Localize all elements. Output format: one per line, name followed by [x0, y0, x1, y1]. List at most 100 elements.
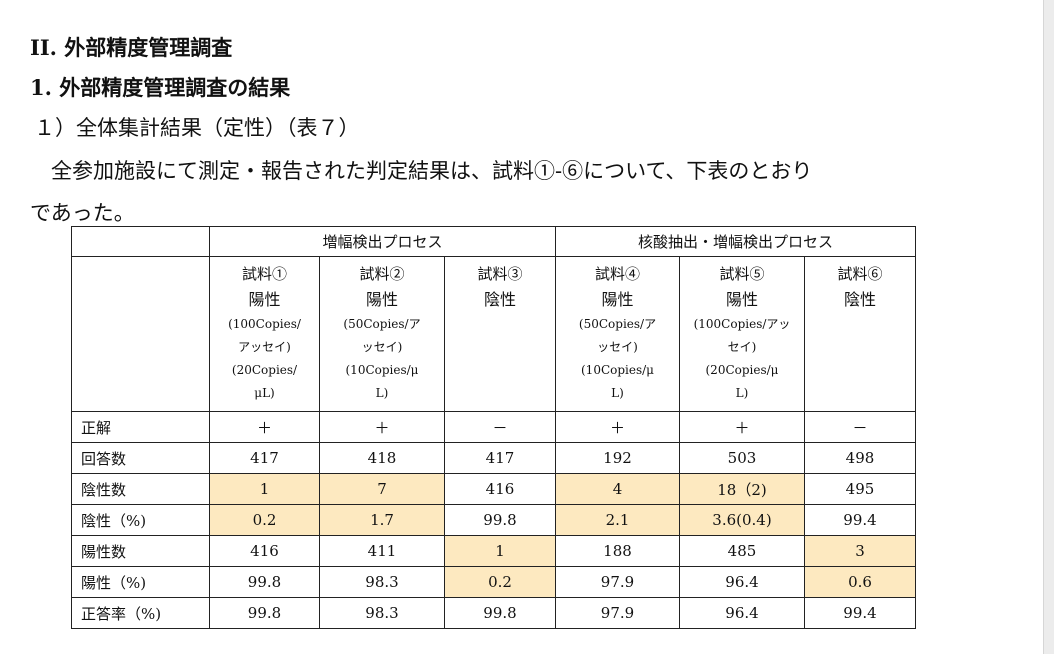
- sample-header-corner: [71, 256, 210, 412]
- table-cell: ＋: [209, 411, 320, 443]
- table-cell: 416: [444, 473, 556, 505]
- sample-note: (50Copies/ア: [578, 317, 657, 331]
- sample-header-5: 試料⑤ 陽性 (100Copies/アッ セイ) (20Copies/μ L): [679, 256, 805, 412]
- row-label: 陽性数: [71, 535, 210, 567]
- sample-name: 試料①: [241, 265, 287, 283]
- table-cell: 1: [444, 535, 556, 567]
- row-label: 陽性（%): [71, 566, 210, 598]
- table-row: 陽性数 416 411 1 188 485 3: [71, 535, 916, 567]
- table-row: 陽性（%) 99.8 98.3 0.2 97.9 96.4 0.6: [71, 566, 916, 598]
- sample-note: セイ): [727, 340, 757, 354]
- table-cell: 416: [209, 535, 320, 567]
- table-cell: 1.7: [319, 504, 445, 536]
- sample-name: 試料③: [477, 265, 523, 283]
- sample-header-4: 試料④ 陽性 (50Copies/ア ッセイ) (10Copies/μ L): [555, 256, 680, 412]
- table-cell: 99.4: [804, 597, 916, 629]
- paragraph-line-1-text: 全参加施設にて測定・報告された判定結果は、試料①-⑥について、下表のとおり: [51, 159, 813, 183]
- row-label: 陰性数: [71, 473, 210, 505]
- sample-header-2: 試料② 陽性 (50Copies/ア ッセイ) (10Copies/μ L): [319, 256, 445, 412]
- table-cell: 0.6: [804, 566, 916, 598]
- table-cell: 1: [209, 473, 320, 505]
- table-row: 正答率（%) 99.8 98.3 99.8 97.9 96.4 99.4: [71, 597, 916, 629]
- table-row: 回答数 417 418 417 192 503 498: [71, 442, 916, 474]
- table-cell: 498: [804, 442, 916, 474]
- table-cell: 97.9: [555, 597, 680, 629]
- sample-note: (10Copies/μ: [345, 363, 419, 377]
- table-cell: 411: [319, 535, 445, 567]
- table-cell: 99.8: [209, 566, 320, 598]
- group-header-amplification: 増幅検出プロセス: [209, 226, 556, 257]
- group-header-extraction-amplification: 核酸抽出・増幅検出プロセス: [555, 226, 916, 257]
- table-cell: 99.4: [804, 504, 916, 536]
- table-cell: 418: [319, 442, 445, 474]
- table-cell: 0.2: [444, 566, 556, 598]
- table-cell: 96.4: [679, 597, 805, 629]
- sample-note: (20Copies/μ: [705, 363, 779, 377]
- sample-note: アッセイ): [238, 340, 291, 354]
- paragraph-line-1: 全参加施設にて測定・報告された判定結果は、試料①-⑥について、下表のとおり: [30, 150, 910, 192]
- table-row: 正解＋＋－＋＋－: [71, 411, 916, 443]
- sample-polarity: 陰性: [843, 290, 876, 309]
- table-cell: 97.9: [555, 566, 680, 598]
- table-cell: 417: [444, 442, 556, 474]
- table-cell: 3.6(0.4): [679, 504, 805, 536]
- paragraph-line-2: であった。: [30, 201, 135, 225]
- results-table: 増幅検出プロセス 核酸抽出・増幅検出プロセス 試料① 陽性 (100Copies/ア…: [71, 226, 916, 629]
- sample-polarity: 陽性: [365, 290, 398, 309]
- table-cell: ＋: [555, 411, 680, 443]
- sample-name: 試料⑤: [719, 265, 765, 283]
- table-cell: ＋: [679, 411, 805, 443]
- group-header-row: 増幅検出プロセス 核酸抽出・増幅検出プロセス: [71, 226, 916, 257]
- sample-note: (100Copies/: [228, 317, 301, 331]
- table-cell: 485: [679, 535, 805, 567]
- sample-header-3: 試料③ 陰性: [444, 256, 556, 412]
- table-cell: 96.4: [679, 566, 805, 598]
- sample-note: (50Copies/ア: [343, 317, 421, 331]
- table-row: 陰性数 1 7 416 4 18（2) 495: [71, 473, 916, 505]
- table-cell: 503: [679, 442, 805, 474]
- table-cell: 3: [804, 535, 916, 567]
- table-cell: 417: [209, 442, 320, 474]
- table-cell: 99.8: [444, 597, 556, 629]
- sample-header-1: 試料① 陽性 (100Copies/アッセイ) (20Copies/μL): [209, 256, 320, 412]
- table-cell: ＋: [319, 411, 445, 443]
- corner-cell: [71, 226, 210, 257]
- table-row: 陰性（%) 0.2 1.7 99.8 2.1 3.6(0.4) 99.4: [71, 504, 916, 536]
- viewer-scroll-edge: [1043, 0, 1054, 654]
- sample-header-row: 試料① 陽性 (100Copies/アッセイ) (20Copies/μL) 試料② 陽性(…: [71, 256, 916, 412]
- table-cell: －: [804, 411, 916, 443]
- sample-note: ッセイ): [597, 340, 638, 354]
- sample-note: μL): [254, 386, 275, 400]
- table-cell: 99.8: [444, 504, 556, 536]
- table-cell: －: [444, 411, 556, 443]
- sample-name: 試料②: [359, 265, 405, 283]
- subsection-heading: １）全体集計結果（定性）（表７）: [34, 116, 360, 140]
- table-cell: 188: [555, 535, 680, 567]
- row-label: 陰性（%): [71, 504, 210, 536]
- sample-polarity: 陽性: [725, 290, 758, 309]
- sample-name: 試料⑥: [837, 265, 883, 283]
- sample-note: L): [611, 386, 624, 400]
- sample-name: 試料④: [594, 265, 640, 283]
- table-cell: 18（2): [679, 473, 805, 505]
- row-label: 正解: [71, 411, 210, 443]
- row-label: 回答数: [71, 442, 210, 474]
- table-cell: 495: [804, 473, 916, 505]
- sample-note: ッセイ): [361, 340, 403, 354]
- table-cell: 2.1: [555, 504, 680, 536]
- sample-note: L): [735, 386, 749, 400]
- table-cell: 192: [555, 442, 680, 474]
- sample-note: (20Copies/: [231, 363, 298, 377]
- table-cell: 4: [555, 473, 680, 505]
- section-heading: 1. 外部精度管理調査の結果: [30, 75, 291, 100]
- table-cell: 99.8: [209, 597, 320, 629]
- sample-note: (10Copies/μ: [581, 363, 654, 377]
- sample-polarity: 陰性: [483, 290, 516, 309]
- table-cell: 7: [319, 473, 445, 505]
- intro-paragraph: 全参加施設にて測定・報告された判定結果は、試料①-⑥について、下表のとおり であ…: [30, 150, 910, 234]
- table-cell: 98.3: [319, 566, 445, 598]
- table-cell: 98.3: [319, 597, 445, 629]
- table-cell: 0.2: [209, 504, 320, 536]
- sample-note: L): [375, 386, 389, 400]
- sample-note: (100Copies/アッ: [693, 317, 791, 331]
